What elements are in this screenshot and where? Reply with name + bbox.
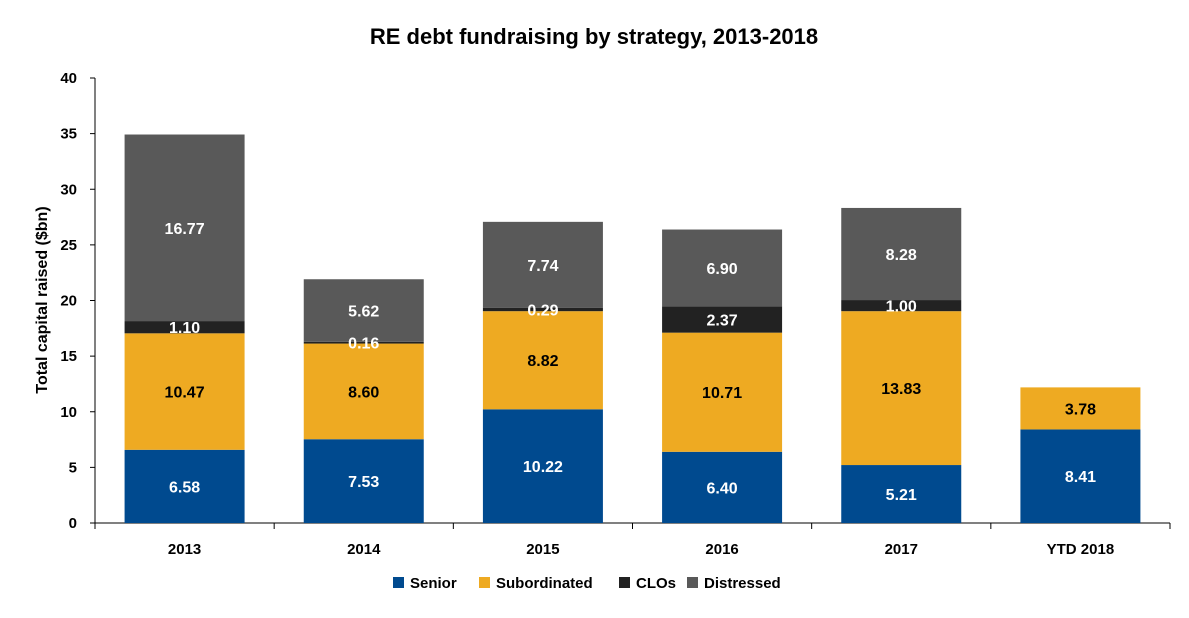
bar-subordinated-1 bbox=[303, 343, 424, 440]
data-label-senior-0: 6.58 bbox=[169, 479, 200, 496]
x-tick-label: YTD 2018 bbox=[1047, 541, 1115, 558]
x-tick-label: 2017 bbox=[885, 541, 918, 558]
data-label-subordinated-5: 3.78 bbox=[1065, 401, 1096, 418]
bar-senior-2 bbox=[482, 409, 603, 523]
legend-label-clos: CLOs bbox=[636, 575, 676, 592]
bars bbox=[124, 134, 1141, 523]
legend-swatch-distressed bbox=[687, 577, 698, 588]
x-tick-label: 2014 bbox=[347, 541, 381, 558]
data-label-senior-3: 6.40 bbox=[707, 480, 738, 497]
data-label-subordinated-4: 13.83 bbox=[881, 381, 921, 398]
data-label-distressed-3: 6.90 bbox=[707, 261, 738, 278]
bar-subordinated-3 bbox=[662, 332, 783, 452]
bar-clos-4 bbox=[841, 300, 962, 312]
data-label-clos-3: 2.37 bbox=[707, 312, 738, 329]
data-label-clos-0: 1.10 bbox=[169, 320, 200, 337]
data-label-clos-2: 0.29 bbox=[527, 303, 558, 320]
legend-label-subordinated: Subordinated bbox=[496, 575, 593, 592]
data-label-senior-4: 5.21 bbox=[886, 487, 917, 504]
data-label-clos-4: 1.00 bbox=[886, 299, 917, 316]
legend-label-senior: Senior bbox=[410, 575, 457, 592]
bar-senior-1 bbox=[303, 439, 424, 523]
bar-distressed-3 bbox=[662, 229, 783, 307]
legend-swatch-clos bbox=[619, 577, 630, 588]
chart-title: RE debt fundraising by strategy, 2013-20… bbox=[370, 24, 818, 49]
y-tick-label: 10 bbox=[60, 404, 77, 421]
y-axis-label: Total capital raised ($bn) bbox=[34, 206, 51, 393]
bar-senior-0 bbox=[124, 449, 245, 523]
data-label-distressed-4: 8.28 bbox=[886, 247, 917, 264]
data-label-distressed-0: 16.77 bbox=[165, 221, 205, 238]
legend-swatch-senior bbox=[393, 577, 404, 588]
y-tick-label: 5 bbox=[69, 459, 77, 476]
bar-subordinated-5 bbox=[1020, 387, 1141, 430]
data-label-senior-5: 8.41 bbox=[1065, 469, 1096, 486]
data-labels: 6.58 10.47 1.10 16.77 7.53 8.60 0.16 5.62 10.22 8… bbox=[165, 221, 1097, 504]
legend-label-distressed: Distressed bbox=[704, 575, 781, 592]
data-label-senior-1: 7.53 bbox=[348, 474, 379, 491]
data-label-subordinated-0: 10.47 bbox=[165, 385, 205, 402]
y-tick-label: 35 bbox=[60, 126, 77, 143]
y-tick-label: 30 bbox=[60, 181, 77, 198]
bar-clos-1 bbox=[303, 341, 424, 344]
x-tick-label: 2016 bbox=[705, 541, 738, 558]
y-tick-label: 20 bbox=[60, 293, 77, 310]
legend: Senior Subordinated CLOs Distressed bbox=[393, 575, 781, 592]
bar-senior-5 bbox=[1020, 429, 1141, 523]
axes: 0 5 10 15 20 25 30 35 40 2013 2014 2015 2016 2017 YTD … bbox=[60, 70, 1171, 558]
bar-distressed-4 bbox=[841, 207, 962, 301]
bar-subordinated-2 bbox=[482, 311, 603, 410]
data-label-subordinated-2: 8.82 bbox=[527, 353, 558, 370]
data-label-subordinated-1: 8.60 bbox=[348, 384, 379, 401]
y-tick-label: 0 bbox=[69, 515, 77, 532]
bar-clos-3 bbox=[662, 306, 783, 333]
bar-subordinated-4 bbox=[841, 311, 962, 466]
x-tick-label: 2015 bbox=[526, 541, 559, 558]
bar-distressed-0 bbox=[124, 134, 245, 322]
data-label-clos-1: 0.16 bbox=[348, 336, 379, 353]
data-label-distressed-1: 5.62 bbox=[348, 304, 379, 321]
y-tick-label: 15 bbox=[60, 348, 77, 365]
bar-clos-2 bbox=[482, 307, 603, 312]
bar-subordinated-0 bbox=[124, 333, 245, 450]
data-label-distressed-2: 7.74 bbox=[527, 258, 558, 275]
bar-senior-3 bbox=[662, 451, 783, 523]
x-tick-label: 2013 bbox=[168, 541, 201, 558]
y-tick-label: 25 bbox=[60, 237, 77, 254]
data-label-subordinated-3: 10.71 bbox=[702, 385, 742, 402]
bar-distressed-2 bbox=[482, 221, 603, 308]
bar-clos-0 bbox=[124, 321, 245, 334]
y-tick-label: 40 bbox=[60, 70, 77, 87]
bar-distressed-1 bbox=[303, 279, 424, 342]
bar-senior-4 bbox=[841, 465, 962, 523]
legend-swatch-subordinated bbox=[479, 577, 490, 588]
data-label-senior-2: 10.22 bbox=[523, 459, 563, 476]
